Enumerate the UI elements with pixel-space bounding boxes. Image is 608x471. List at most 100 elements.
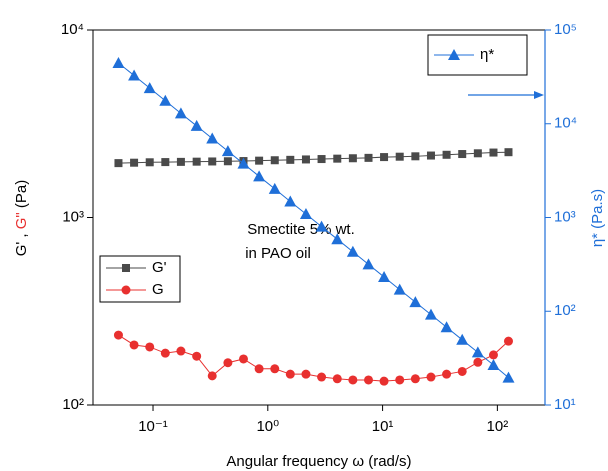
legend-label: η* bbox=[480, 46, 494, 63]
y-axis-label: G' , G" (Pa) bbox=[13, 180, 30, 257]
marker bbox=[112, 56, 125, 68]
marker bbox=[471, 346, 484, 358]
y-label-part: , bbox=[13, 233, 30, 237]
marker bbox=[448, 49, 460, 60]
x-axis-label: Angular frequency ω (rad/s) bbox=[226, 453, 411, 470]
y-tick-label: 10² bbox=[62, 396, 84, 413]
marker bbox=[426, 372, 436, 382]
y2-tick-label: 10⁴ bbox=[554, 115, 577, 132]
marker bbox=[457, 366, 467, 376]
marker bbox=[442, 150, 451, 159]
marker bbox=[223, 358, 233, 368]
marker bbox=[346, 245, 359, 257]
marker bbox=[253, 170, 266, 182]
annotation: in PAO oil bbox=[245, 245, 311, 262]
marker bbox=[458, 150, 467, 159]
y-label-part: G" bbox=[13, 212, 30, 229]
y2-tick-label: 10² bbox=[554, 302, 576, 319]
marker bbox=[285, 369, 295, 379]
marker bbox=[315, 220, 328, 232]
y2-axis-label: η* (Pa.s) bbox=[589, 189, 606, 247]
marker bbox=[502, 371, 515, 383]
x-tick-label: 10⁻¹ bbox=[138, 418, 168, 435]
marker bbox=[504, 148, 513, 157]
marker bbox=[130, 158, 139, 167]
marker bbox=[207, 371, 217, 381]
marker bbox=[473, 149, 482, 158]
marker bbox=[364, 375, 374, 385]
marker bbox=[488, 350, 498, 360]
marker bbox=[331, 233, 344, 245]
marker bbox=[487, 359, 500, 371]
marker bbox=[128, 69, 141, 81]
marker bbox=[223, 157, 232, 166]
y-tick-label: 10³ bbox=[62, 208, 84, 225]
y-tick-label: 10⁴ bbox=[61, 21, 84, 38]
marker bbox=[440, 321, 453, 333]
marker bbox=[395, 152, 404, 161]
legend-box bbox=[99, 255, 181, 303]
marker bbox=[113, 330, 123, 340]
marker bbox=[301, 155, 310, 164]
marker bbox=[284, 195, 297, 207]
marker bbox=[424, 308, 437, 320]
marker bbox=[409, 296, 422, 308]
marker bbox=[270, 156, 279, 165]
marker bbox=[254, 364, 264, 374]
marker bbox=[145, 158, 154, 167]
marker bbox=[143, 82, 156, 94]
marker bbox=[121, 285, 131, 295]
marker bbox=[145, 342, 155, 352]
arrow-head bbox=[534, 91, 544, 99]
marker bbox=[176, 346, 186, 356]
legend-label: G' bbox=[152, 259, 167, 276]
marker bbox=[129, 340, 139, 350]
marker bbox=[348, 154, 357, 163]
marker bbox=[348, 375, 358, 385]
marker bbox=[114, 159, 123, 168]
marker bbox=[270, 364, 280, 374]
marker bbox=[268, 182, 281, 194]
marker bbox=[379, 376, 389, 386]
marker bbox=[333, 154, 342, 163]
marker bbox=[317, 372, 327, 382]
y2-tick-label: 10³ bbox=[554, 208, 576, 225]
marker bbox=[378, 270, 391, 282]
marker bbox=[159, 94, 172, 106]
marker bbox=[410, 374, 420, 384]
y2-tick-label: 10⁵ bbox=[554, 21, 577, 38]
marker bbox=[208, 157, 217, 166]
marker bbox=[221, 145, 234, 157]
marker bbox=[190, 119, 203, 131]
marker bbox=[332, 374, 342, 384]
marker bbox=[362, 258, 375, 270]
marker bbox=[489, 148, 498, 157]
x-tick-label: 10⁰ bbox=[256, 418, 279, 435]
marker bbox=[301, 369, 311, 379]
marker bbox=[286, 155, 295, 164]
marker bbox=[176, 157, 185, 166]
marker bbox=[393, 283, 406, 295]
marker bbox=[238, 354, 248, 364]
marker bbox=[206, 132, 219, 144]
marker bbox=[426, 151, 435, 160]
x-tick-label: 10¹ bbox=[372, 418, 394, 435]
marker bbox=[161, 158, 170, 167]
marker bbox=[122, 264, 130, 272]
marker bbox=[192, 157, 201, 166]
y2-tick-label: 10¹ bbox=[554, 396, 576, 413]
x-tick-label: 10² bbox=[487, 418, 509, 435]
marker bbox=[411, 152, 420, 161]
marker bbox=[395, 375, 405, 385]
marker bbox=[364, 153, 373, 162]
marker bbox=[160, 348, 170, 358]
y-label-part: G' bbox=[13, 242, 30, 257]
marker bbox=[503, 336, 513, 346]
marker bbox=[473, 357, 483, 367]
marker bbox=[299, 207, 312, 219]
marker bbox=[174, 107, 187, 119]
marker bbox=[456, 333, 469, 345]
y-label-part: (Pa) bbox=[13, 180, 30, 208]
marker bbox=[442, 369, 452, 379]
